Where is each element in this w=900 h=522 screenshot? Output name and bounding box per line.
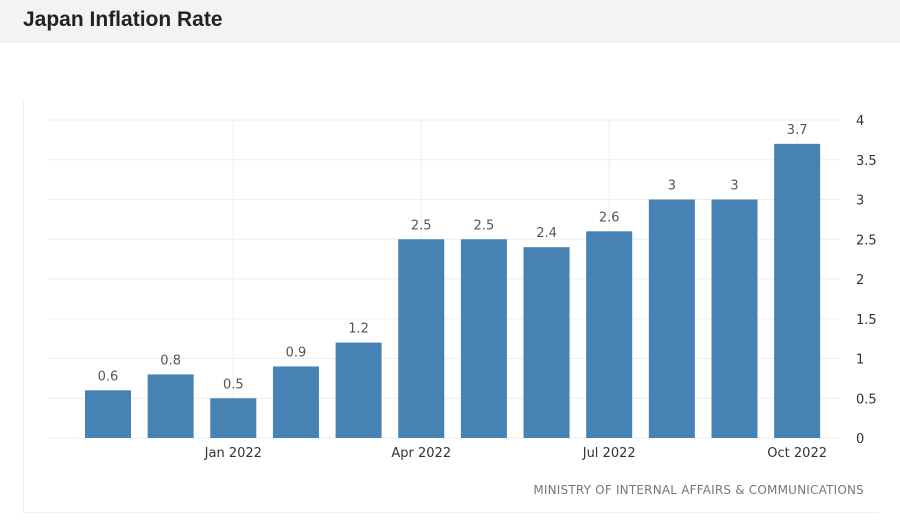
bar — [460, 239, 507, 438]
data-label: 0.8 — [160, 353, 181, 368]
y-tick-label: 4 — [856, 114, 864, 129]
page-title: Japan Inflation Rate — [23, 8, 223, 31]
bar — [85, 390, 131, 438]
bar — [335, 342, 382, 438]
data-label: 0.5 — [223, 377, 244, 392]
data-label: 3 — [730, 179, 738, 194]
bar — [210, 398, 257, 438]
header: Japan Inflation Rate — [0, 0, 900, 43]
data-label: 0.6 — [98, 369, 119, 384]
x-tick-label: Jul 2022 — [582, 446, 636, 461]
y-tick-label: 1 — [856, 353, 864, 368]
chart-card — [23, 101, 879, 513]
y-tick-label: 2 — [856, 273, 864, 288]
data-label: 2.6 — [599, 210, 620, 225]
data-label: 2.5 — [411, 218, 432, 233]
bar — [586, 231, 633, 438]
bar — [147, 374, 194, 438]
bar — [648, 199, 695, 438]
x-tick-label: Jan 2022 — [204, 446, 262, 461]
x-tick-label: Oct 2022 — [767, 446, 827, 461]
y-tick-label: 3.5 — [856, 154, 877, 169]
bar — [523, 247, 570, 438]
y-tick-label: 3 — [856, 194, 864, 209]
y-tick-label: 0.5 — [856, 392, 877, 407]
data-label: 3 — [668, 179, 676, 194]
y-tick-label: 2.5 — [856, 233, 877, 248]
data-label: 0.9 — [286, 345, 307, 360]
y-tick-label: 0 — [856, 432, 864, 447]
bar — [711, 199, 758, 438]
data-label: 2.5 — [474, 218, 495, 233]
source-label: MINISTRY OF INTERNAL AFFAIRS & COMMUNICA… — [533, 483, 864, 497]
x-tick-label: Apr 2022 — [391, 446, 451, 461]
bar — [774, 143, 821, 438]
bar — [272, 366, 319, 438]
data-label: 2.4 — [536, 226, 557, 241]
data-label: 3.7 — [787, 123, 808, 138]
bar — [398, 239, 445, 438]
y-tick-label: 1.5 — [856, 313, 877, 328]
data-label: 1.2 — [348, 322, 369, 337]
